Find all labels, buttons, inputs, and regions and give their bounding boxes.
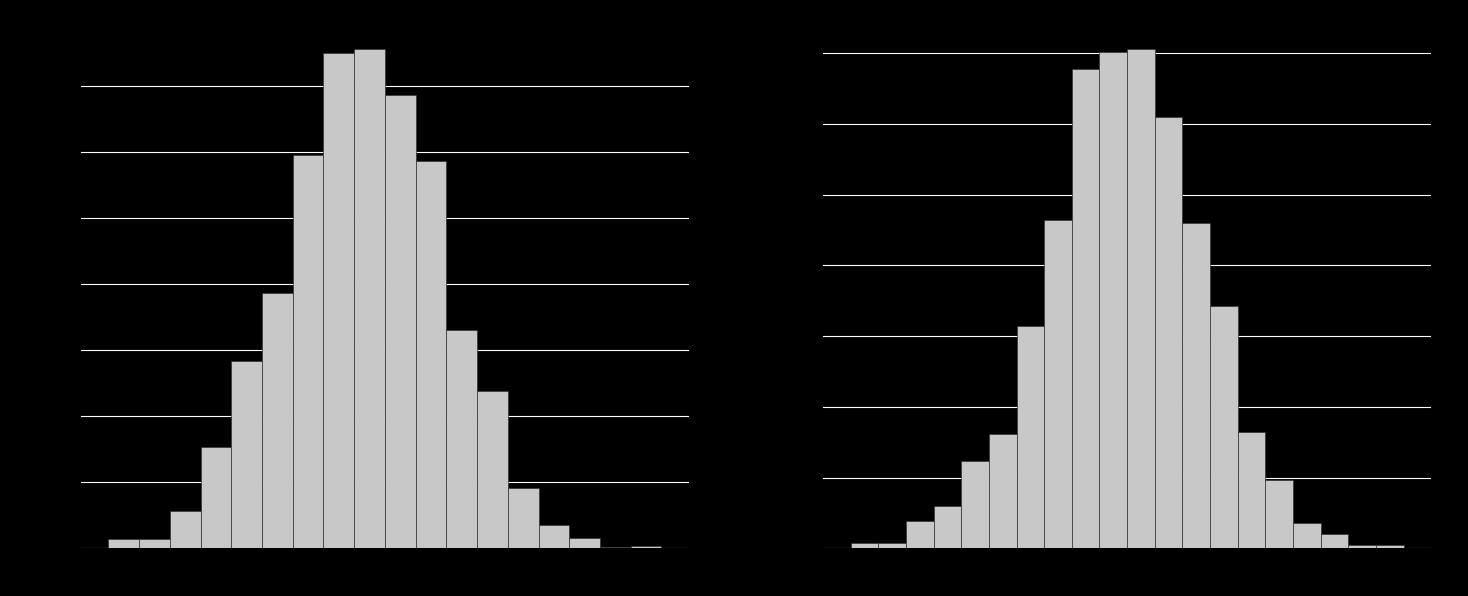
- Bar: [415, 161, 446, 548]
- Bar: [1238, 432, 1265, 548]
- Bar: [1348, 545, 1376, 548]
- Bar: [1293, 523, 1321, 548]
- Bar: [1044, 220, 1072, 548]
- Bar: [989, 434, 1016, 548]
- Bar: [139, 539, 170, 548]
- Bar: [109, 539, 139, 548]
- Bar: [570, 538, 600, 548]
- Bar: [477, 391, 508, 548]
- Bar: [962, 461, 989, 548]
- Bar: [878, 543, 906, 548]
- Bar: [1182, 223, 1210, 548]
- Bar: [323, 53, 354, 548]
- Bar: [354, 49, 385, 548]
- Bar: [1100, 52, 1127, 548]
- Bar: [631, 546, 662, 548]
- Bar: [385, 95, 415, 548]
- Bar: [600, 547, 631, 548]
- Bar: [1016, 326, 1044, 548]
- Bar: [446, 330, 477, 548]
- Bar: [170, 511, 201, 548]
- Bar: [1265, 480, 1293, 548]
- Bar: [1155, 117, 1182, 548]
- Bar: [508, 488, 539, 548]
- Bar: [292, 154, 323, 548]
- Bar: [934, 506, 962, 548]
- Bar: [539, 524, 570, 548]
- Bar: [1072, 69, 1100, 548]
- Bar: [906, 522, 934, 548]
- Bar: [1210, 306, 1238, 548]
- Bar: [232, 361, 261, 548]
- Bar: [850, 543, 878, 548]
- Bar: [201, 446, 232, 548]
- Bar: [261, 293, 292, 548]
- Bar: [1376, 545, 1403, 548]
- Bar: [1321, 534, 1348, 548]
- Bar: [1127, 49, 1155, 548]
